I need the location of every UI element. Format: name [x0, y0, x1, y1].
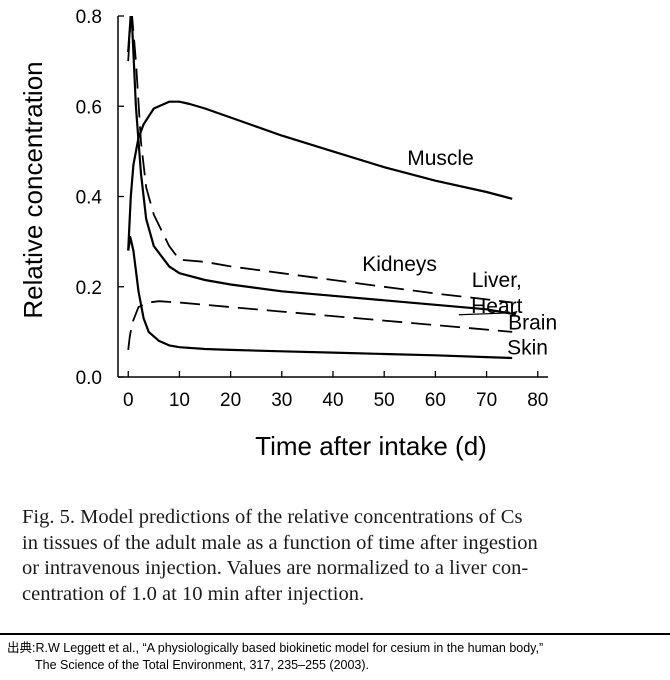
- x-tick-label: 20: [220, 390, 241, 411]
- line-chart: 0 10 20 30 40 50 60 70 80 0.0 0.2 0.4 0.6 0.8 Muscle K…: [0, 0, 670, 490]
- series-line-skin: [127, 236, 513, 360]
- leader-arrowhead: [509, 310, 518, 317]
- series-label: Kidneys: [362, 253, 437, 276]
- caption-line: in tissues of the adult male as a functi…: [22, 531, 538, 554]
- series-label: Liver,: [472, 269, 522, 292]
- series-line-kidneys: [127, 16, 513, 304]
- caption-line: Fig. 5. Model predictions of the relativ…: [22, 506, 523, 528]
- label-leader-line: [458, 312, 510, 316]
- series-label: Heart: [471, 295, 523, 318]
- x-tick-label: 50: [374, 390, 395, 411]
- x-tick-label: 30: [271, 390, 292, 411]
- series-line-brain: [127, 300, 513, 351]
- x-axis-title: Time after intake (d): [255, 431, 487, 461]
- caption-line: or intravenous injection. Values are nor…: [22, 557, 529, 579]
- caption-line: centration of 1.0 at 10 min after inject…: [22, 582, 365, 605]
- series-layer: [127, 16, 513, 360]
- series-label: Brain: [508, 312, 557, 335]
- series-line-muscle: [127, 100, 513, 251]
- figure-caption: Fig. 5. Model predictions of the relativ…: [22, 505, 647, 607]
- x-tick-label: 70: [476, 390, 497, 411]
- y-tick-label: 0.4: [76, 188, 103, 209]
- source-line-2: The Science of the Total Environment, 31…: [35, 657, 370, 672]
- series-label: Muscle: [407, 147, 474, 170]
- x-tick-label: 0: [123, 390, 134, 411]
- tick-layer: 0 10 20 30 40 50 60 70 80 0.0 0.2 0.4 0.6 0.8: [76, 7, 549, 411]
- y-axis-title: Relative concentration: [18, 61, 48, 318]
- series-label: Skin: [507, 336, 548, 359]
- source-line-1: 出典:R.W Leggett et al., “A physiologicall…: [7, 641, 544, 655]
- y-tick-label: 0.8: [76, 7, 102, 28]
- y-tick-label: 0.6: [76, 97, 102, 118]
- x-tick-label: 60: [425, 390, 446, 411]
- y-tick-label: 0.0: [76, 368, 102, 389]
- series-line-liver-heart: [127, 16, 513, 315]
- plot-area-background: [0, 0, 670, 490]
- x-tick-label: 40: [322, 390, 343, 411]
- y-tick-label: 0.2: [76, 278, 102, 299]
- x-tick-label: 80: [527, 390, 548, 411]
- x-tick-label: 10: [169, 390, 190, 411]
- source-citation: 出典:R.W Leggett et al., “A physiologicall…: [0, 633, 670, 680]
